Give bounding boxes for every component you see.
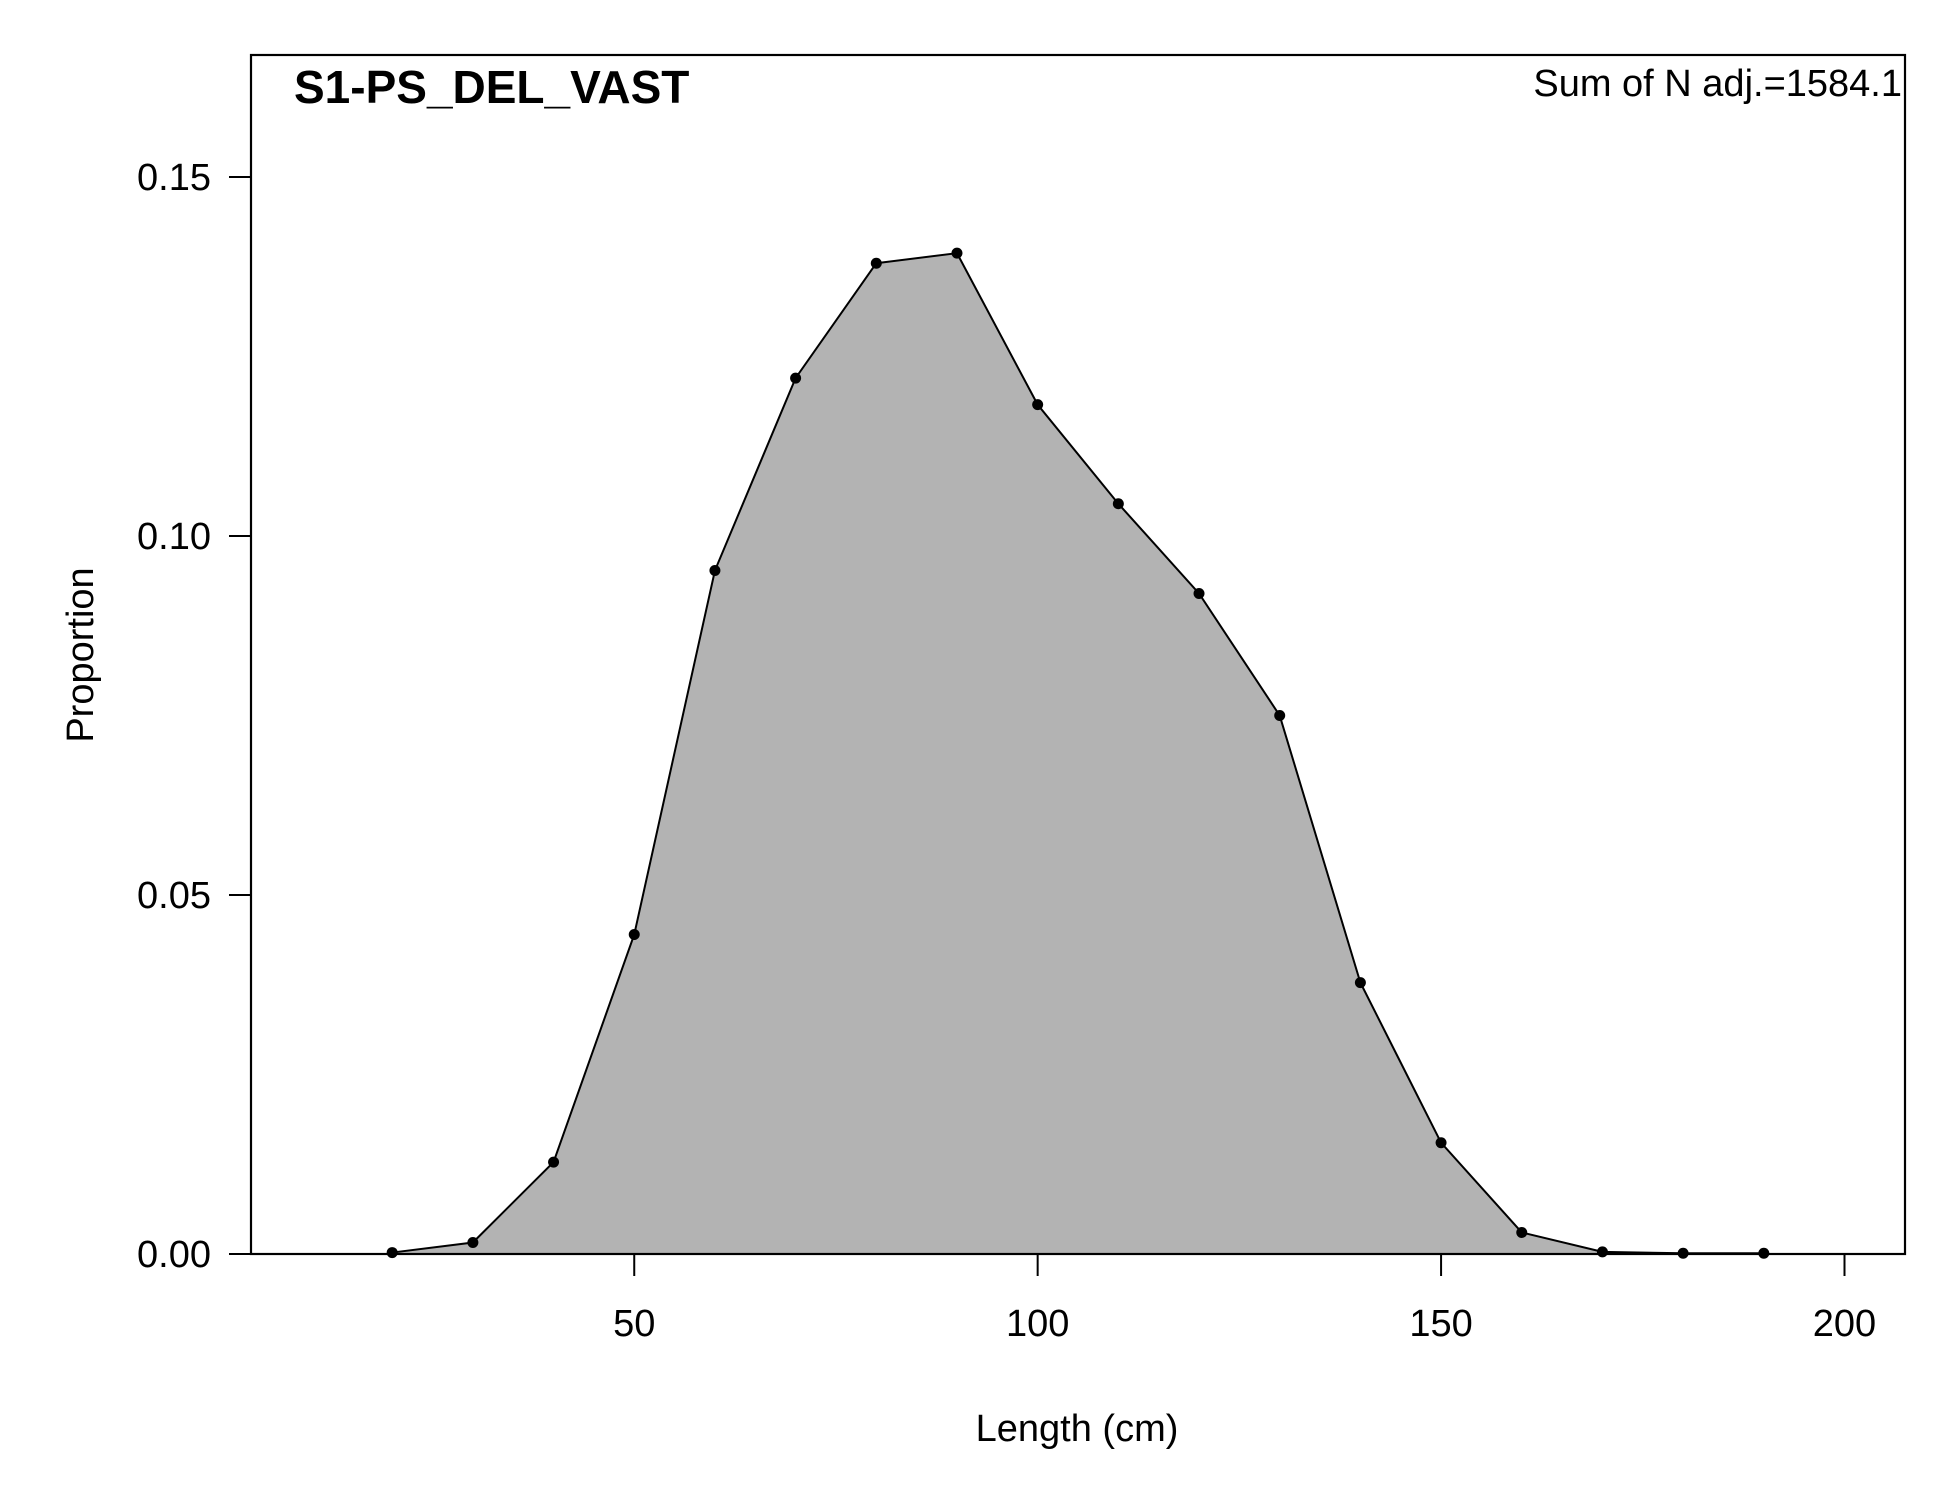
y-tick-label-3: 0.15	[137, 157, 211, 199]
data-point-170	[1596, 1246, 1608, 1258]
data-point-140	[1354, 977, 1366, 989]
chart-title: S1-PS_DEL_VAST	[294, 61, 689, 113]
data-point-20	[386, 1247, 398, 1259]
x-tick-label-200: 200	[1813, 1303, 1876, 1345]
data-point-150	[1435, 1137, 1447, 1149]
y-tick-label-1: 0.05	[137, 875, 211, 917]
plot-frame	[249, 53, 1907, 1256]
data-point-50	[628, 929, 640, 941]
data-point-110	[1112, 498, 1124, 510]
axis-layer: 50 100 150 200 0.00 0.05 0.10 0.15	[137, 157, 1876, 1345]
plot-frame-layer	[249, 53, 1907, 1256]
sum-annotation: Sum of N adj.=1584.1	[1533, 63, 1902, 105]
series-line	[392, 252, 1764, 1255]
data-point-100	[1032, 399, 1044, 411]
data-point-180	[1677, 1247, 1689, 1259]
x-tick-label-50: 50	[613, 1303, 655, 1345]
x-tick-label-150: 150	[1409, 1303, 1472, 1345]
x-tick-label-100: 100	[1006, 1303, 1069, 1345]
x-axis-label: Length (cm)	[976, 1408, 1179, 1450]
data-point-70	[790, 372, 802, 384]
data-point-190	[1758, 1247, 1770, 1259]
y-axis-label: Proportion	[60, 567, 102, 742]
y-tick-label-0: 0.00	[137, 1234, 211, 1276]
data-point-40	[548, 1156, 560, 1168]
area-layer	[392, 252, 1764, 1255]
series-area	[392, 253, 1764, 1254]
data-point-130	[1274, 710, 1286, 722]
data-point-60	[709, 564, 721, 576]
data-point-30	[467, 1237, 479, 1249]
data-point-160	[1516, 1226, 1528, 1238]
data-point-80	[870, 257, 882, 269]
data-point-layer	[386, 247, 1770, 1259]
data-point-120	[1193, 587, 1205, 599]
data-point-90	[951, 247, 963, 259]
y-tick-label-2: 0.10	[137, 516, 211, 558]
